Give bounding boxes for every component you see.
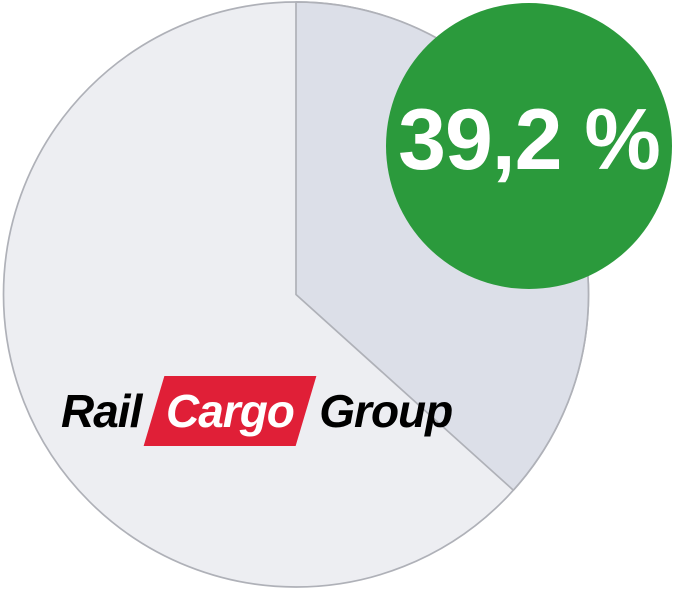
percentage-badge: 39,2 % bbox=[386, 3, 672, 289]
logo-text-rail: Rail bbox=[61, 384, 142, 437]
logo-text-cargo: Cargo bbox=[166, 384, 295, 437]
percentage-value: 39,2 % bbox=[398, 92, 661, 188]
rail-cargo-group-logo: Rail Cargo Group bbox=[61, 374, 453, 447]
logo-cargo-box: Cargo bbox=[144, 375, 317, 446]
logo-text-group: Group bbox=[319, 384, 453, 437]
